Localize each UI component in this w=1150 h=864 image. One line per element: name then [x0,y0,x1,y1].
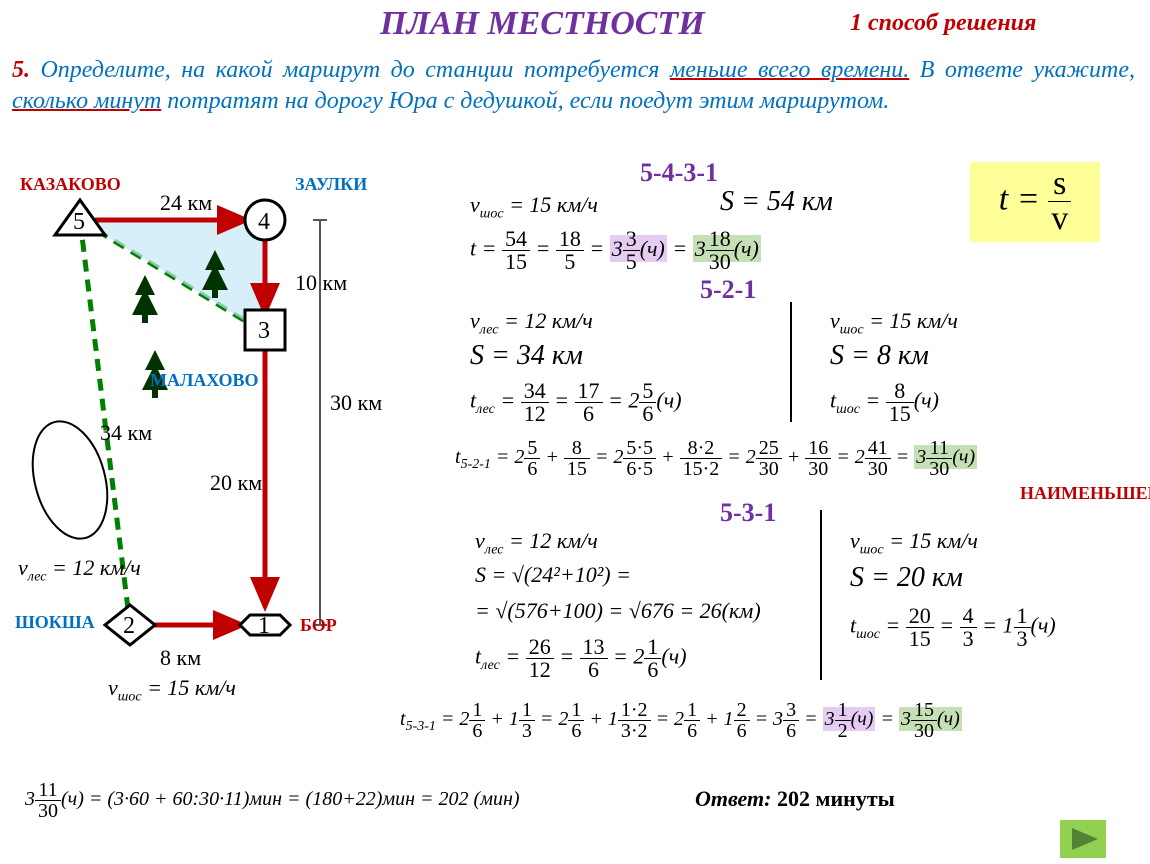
eq-t5431: t = 5415 = 185 = 335(ч) = 31830(ч) [470,228,761,273]
route-531: 5-3-1 [720,498,776,528]
method-label: 1 способ решения [850,10,1036,37]
eq-v15-b: vшос = 15 км/ч [830,308,958,338]
map-svg: 5 4 3 2 1 [15,175,455,715]
eq-v12-b: vлес = 12 км/ч [475,528,598,558]
problem-text: 5. Определите, на какой маршрут до станц… [12,55,1135,117]
eq-s54: S = 54 км [720,186,833,218]
svg-text:1: 1 [258,613,270,639]
eq-v12-a: vлес = 12 км/ч [470,308,593,338]
eq-s-sqrt2: = √(576+100) = √676 = 26(км) [475,598,761,624]
dist-24: 24 км [160,190,212,216]
eq-t521-sum: t5-2-1 = 256 + 815 = 25·56·5 + 8·215·2 =… [455,438,977,479]
place-zaulki: ЗАУЛКИ [295,174,367,195]
divider-531 [820,510,822,680]
problem-number: 5. [12,57,30,83]
next-button[interactable] [1060,820,1106,858]
eq-tshos-531: tшос = 2015 = 43 = 113(ч) [850,605,1056,650]
smallest-label: НАИМЕНЬШЕЕ [1020,483,1150,504]
eq-conversion: 31130(ч) = (3·60 + 60:30·11)мин = (180+2… [25,780,520,821]
dist-20: 20 км [210,470,262,496]
svg-text:3: 3 [258,318,270,344]
map-diagram: 5 4 3 2 1 [15,175,455,720]
eq-tles-531: tлес = 2612 = 136 = 216(ч) [475,636,687,681]
eq-v15-a: vшос = 15 км/ч [470,192,598,222]
eq-tles-521: tлес = 3412 = 176 = 256(ч) [470,380,682,425]
svg-text:2: 2 [123,613,135,639]
v-shos-diagram: vшос = 15 км/ч [108,675,236,705]
dist-30: 30 км [330,390,382,416]
eq-s-sqrt1: S = √(24²+10²) = [475,562,631,588]
place-kazakovo: КАЗАКОВО [20,174,121,195]
formula-box: t = sv [970,162,1100,242]
page-title: ПЛАН МЕСТНОСТИ [380,5,705,43]
place-shoksha: ШОКША [15,612,95,633]
eq-t531-sum: t5-3-1 = 216 + 113 = 216 + 11·23·2 = 216… [400,700,962,741]
dist-8: 8 км [160,645,201,671]
dist-10: 10 км [295,270,347,296]
eq-s8: S = 8 км [830,340,929,372]
eq-tshos-521: tшос = 815(ч) [830,380,939,425]
divider-521 [790,302,792,422]
eq-s20: S = 20 км [850,562,963,594]
play-icon [1060,820,1106,858]
answer: Ответ: 202 минуты [695,786,895,812]
dist-34: 34 км [100,420,152,446]
svg-text:4: 4 [258,209,270,235]
route-5431: 5-4-3-1 [640,158,718,188]
eq-v15-c: vшос = 15 км/ч [850,528,978,558]
place-malahovo: МАЛАХОВО [150,370,259,391]
route-521: 5-2-1 [700,275,756,305]
svg-text:5: 5 [73,209,85,235]
place-bor: БОР [300,615,337,636]
v-les-diagram: vлес = 12 км/ч [18,555,141,585]
eq-s34: S = 34 км [470,340,583,372]
